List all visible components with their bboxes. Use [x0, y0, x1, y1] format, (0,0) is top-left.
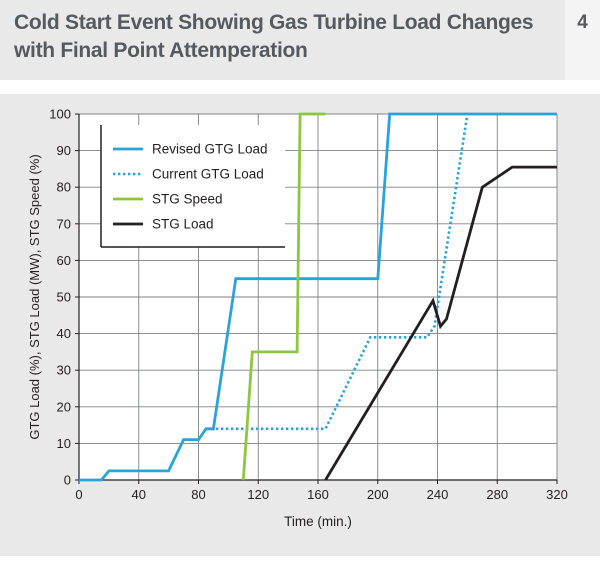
x-tick-label: 200	[367, 487, 389, 502]
y-tick-label: 90	[57, 143, 71, 158]
legend-label: STG Load	[152, 217, 214, 232]
x-axis-title: Time (min.)	[284, 514, 352, 529]
y-axis-title: GTG Load (%), STG Load (MW), STG Speed (…	[27, 154, 42, 439]
y-tick-label: 60	[57, 253, 71, 268]
x-tick-label: 40	[132, 487, 146, 502]
title-header: Cold Start Event Showing Gas Turbine Loa…	[0, 0, 565, 80]
chart-title: Cold Start Event Showing Gas Turbine Loa…	[14, 11, 534, 62]
x-tick-label: 320	[546, 487, 568, 502]
chart-panel: 0 10 20 30 40 50 60 70 80 90 100 0 40 80 120 160 200 240 2…	[0, 94, 600, 556]
y-tick-label: 50	[57, 290, 71, 305]
figure-number-box: 4	[565, 0, 600, 80]
x-tick-label: 0	[75, 487, 82, 502]
x-tick-label: 120	[247, 487, 269, 502]
y-tick-label: 40	[57, 326, 71, 341]
y-tick-label: 10	[57, 436, 71, 451]
x-tick-label: 80	[191, 487, 205, 502]
line-chart: 0 10 20 30 40 50 60 70 80 90 100 0 40 80 120 160 200 240 2…	[27, 107, 568, 530]
y-tick-label: 80	[57, 180, 71, 195]
series-line-stg-speed	[241, 112, 326, 481]
series-line-stg-load	[324, 165, 557, 481]
x-tick-label: 240	[427, 487, 449, 502]
x-tick-label: 160	[307, 487, 329, 502]
footer-strip	[0, 556, 600, 571]
figure-number: 4	[577, 12, 588, 33]
legend-label: Revised GTG Load	[152, 142, 268, 157]
series-line-revised-gtg-load	[79, 112, 557, 482]
series-line-current-gtg-load	[206, 113, 469, 431]
y-tick-label: 30	[57, 363, 71, 378]
legend-label: STG Speed	[152, 192, 223, 207]
y-tick-label: 20	[57, 399, 71, 414]
y-tick-label: 70	[57, 216, 71, 231]
y-tick-label: 0	[64, 473, 71, 488]
legend-box	[101, 125, 285, 247]
legend-label: Current GTG Load	[152, 167, 264, 182]
x-tick-label: 280	[486, 487, 508, 502]
y-tick-label: 100	[49, 107, 71, 122]
